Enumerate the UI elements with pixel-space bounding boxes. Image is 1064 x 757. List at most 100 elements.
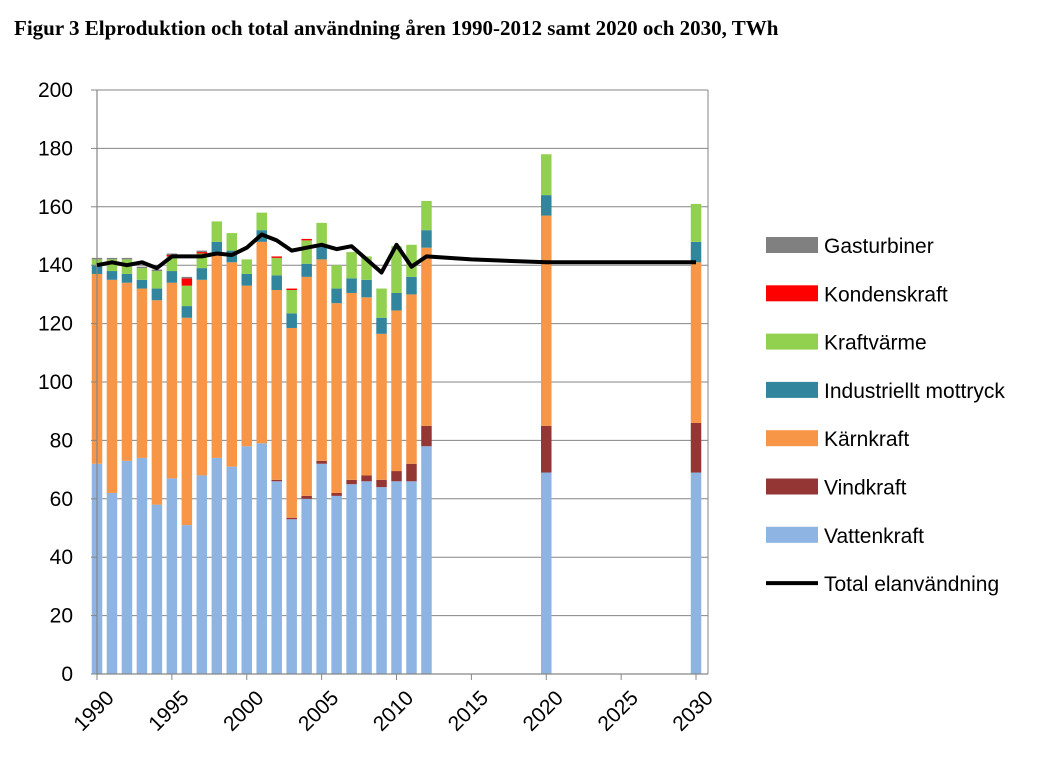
bar-vindkraft-2004 <box>301 495 312 499</box>
bar-vattenkraft-2020 <box>541 472 552 674</box>
bar-kraftv-rme-2001 <box>256 212 267 231</box>
bar-vindkraft-2008 <box>361 475 372 482</box>
bar-vattenkraft-2004 <box>301 498 312 674</box>
bar-industriellt-mottryck-2012 <box>421 230 432 248</box>
legend-item: Vindkraft <box>766 477 907 500</box>
legend-item: Kraftvärme <box>766 332 927 355</box>
bar-kraftv-rme-2012 <box>421 200 432 231</box>
bar-kondenskraft-1996 <box>181 278 193 286</box>
bar-kraftv-rme-1995 <box>166 256 178 272</box>
bar-k-rnkraft-2000 <box>241 285 253 447</box>
legend: Gasturbiner Kondenskraft Kraftvärme Industr… <box>766 235 1005 596</box>
bar-industriellt-mottryck-2004 <box>301 263 312 277</box>
legend-swatch <box>766 333 818 350</box>
bar-k-rnkraft-2030 <box>690 262 702 423</box>
y-tick-label: 20 <box>50 605 73 628</box>
bar-vattenkraft-2011 <box>406 481 417 674</box>
bar-k-rnkraft-2009 <box>376 333 387 480</box>
bar-kondenskraft-2004 <box>301 238 312 241</box>
bar-k-rnkraft-1998 <box>211 253 223 458</box>
bar-k-rnkraft-1992 <box>121 282 133 461</box>
y-tick-label: 40 <box>50 546 73 569</box>
bar-k-rnkraft-1999 <box>226 262 238 467</box>
total-elanvandning-line <box>96 232 696 275</box>
bar-vattenkraft-1999 <box>226 466 238 674</box>
bar-vattenkraft-1991 <box>106 492 118 674</box>
legend-item: Vattenkraft <box>766 525 924 548</box>
bar-kraftv-rme-1993 <box>136 268 148 280</box>
bar-kraftv-rme-2005 <box>316 222 327 247</box>
bar-industriellt-mottryck-1995 <box>166 271 178 283</box>
legend-label: Industriellt mottryck <box>824 380 1005 403</box>
x-tick-label: 2025 <box>594 686 643 735</box>
bar-kraftv-rme-2006 <box>331 265 342 289</box>
bar-k-rnkraft-1997 <box>196 279 208 476</box>
bar-vattenkraft-2005 <box>316 463 327 674</box>
legend-swatch <box>766 381 818 398</box>
bar-k-rnkraft-2005 <box>316 259 327 461</box>
y-tick-label: 140 <box>38 254 73 277</box>
bar-industriellt-mottryck-2005 <box>316 246 327 260</box>
x-tick-label: 1990 <box>69 686 118 735</box>
bar-vindkraft-2020 <box>541 425 552 473</box>
bar-k-rnkraft-1994 <box>151 300 163 505</box>
bar-kraftv-rme-2030 <box>690 203 702 242</box>
bar-industriellt-mottryck-2009 <box>376 317 387 334</box>
bar-k-rnkraft-2020 <box>541 215 552 426</box>
legend-swatch <box>766 237 818 253</box>
bar-gasturbiner-1994 <box>151 269 163 272</box>
bar-industriellt-mottryck-2002 <box>271 275 282 291</box>
bar-series <box>91 154 702 674</box>
bar-vattenkraft-1993 <box>136 457 148 674</box>
legend-label: Total elanvändning <box>824 573 999 596</box>
bar-industriellt-mottryck-2010 <box>391 292 402 311</box>
legend-label: Kraftvärme <box>824 332 927 355</box>
y-tick-label: 60 <box>50 488 73 511</box>
bar-kraftv-rme-2004 <box>301 240 312 264</box>
y-tick-label: 120 <box>38 313 73 336</box>
y-tick-label: 80 <box>50 429 73 452</box>
x-tick-label: 2000 <box>219 686 268 735</box>
bar-kondenskraft-1997 <box>196 252 208 254</box>
bar-kraftv-rme-2020 <box>541 154 552 196</box>
bar-vattenkraft-2012 <box>421 446 432 674</box>
bar-k-rnkraft-2008 <box>361 297 372 476</box>
bar-kondenskraft-2003 <box>286 288 297 291</box>
bar-vindkraft-2003 <box>286 517 297 520</box>
y-tick-label: 160 <box>38 196 73 219</box>
bar-gasturbiner-1997 <box>196 250 208 253</box>
legend-item: Industriellt mottryck <box>766 380 1005 403</box>
bar-k-rnkraft-2010 <box>391 310 402 472</box>
bar-kraftv-rme-1998 <box>211 221 223 242</box>
total-line-layer <box>96 232 696 275</box>
bar-gasturbiner-1991 <box>106 257 118 260</box>
bar-k-rnkraft-2004 <box>301 276 312 496</box>
bar-vattenkraft-2001 <box>256 443 267 674</box>
bar-k-rnkraft-2007 <box>346 292 357 480</box>
bar-kraftv-rme-2000 <box>241 259 253 274</box>
bar-vattenkraft-2002 <box>271 481 282 674</box>
legend-item: Kärnkraft <box>766 428 909 451</box>
legend-item: Gasturbiner <box>766 235 934 258</box>
bar-k-rnkraft-1995 <box>166 282 178 479</box>
y-tick-label: 200 <box>38 79 73 102</box>
bar-vattenkraft-1998 <box>211 457 223 674</box>
bar-industriellt-mottryck-1994 <box>151 288 163 301</box>
bar-industriellt-mottryck-2030 <box>690 241 702 263</box>
bar-gasturbiner-1993 <box>136 266 148 269</box>
legend-swatch <box>766 285 818 302</box>
bar-k-rnkraft-1993 <box>136 288 148 458</box>
legend-label: Vattenkraft <box>824 525 924 548</box>
bar-industriellt-mottryck-2007 <box>346 278 357 293</box>
bar-vattenkraft-2030 <box>690 472 702 674</box>
bar-industriellt-mottryck-1997 <box>196 268 208 280</box>
bar-kraftv-rme-2008 <box>361 256 372 280</box>
bar-industriellt-mottryck-1991 <box>106 271 118 280</box>
bar-vattenkraft-2010 <box>391 481 402 674</box>
bar-k-rnkraft-2001 <box>256 241 267 444</box>
bar-vindkraft-2030 <box>690 422 702 473</box>
bar-kraftv-rme-1991 <box>106 259 118 272</box>
x-tick-label: 1995 <box>144 686 193 735</box>
bar-vattenkraft-1992 <box>121 460 133 674</box>
